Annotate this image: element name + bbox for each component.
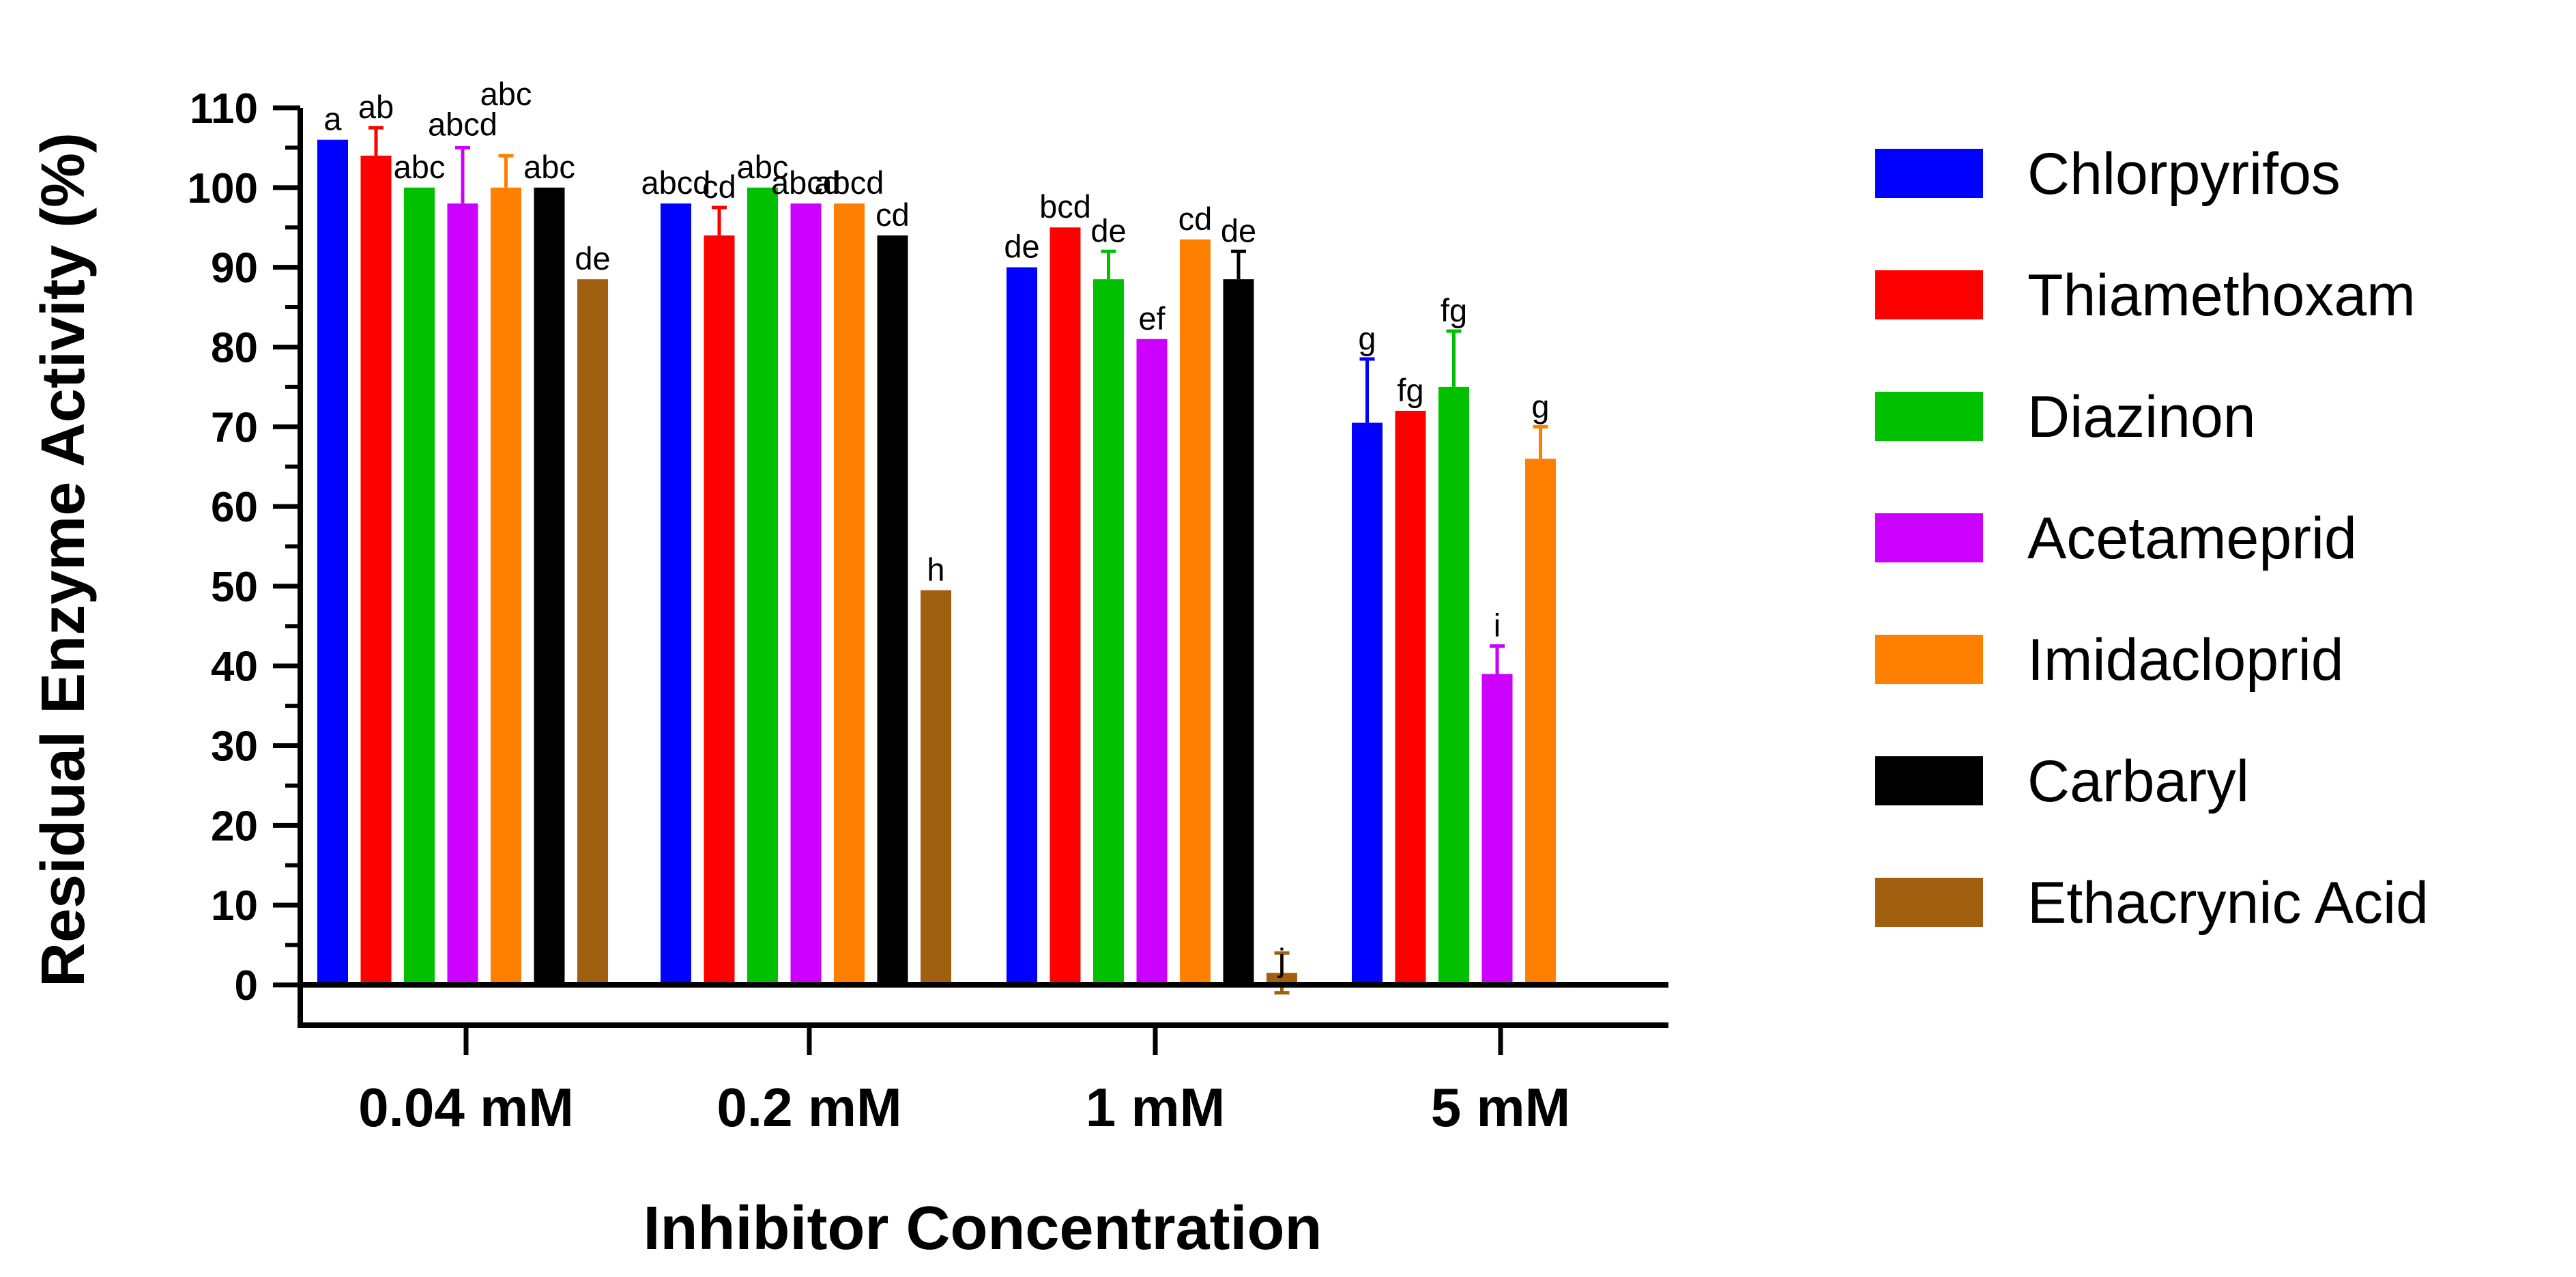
data-label-3-2: ef [1138,300,1166,336]
legend-swatch-6 [1875,878,1983,927]
legend-label-2: Diazinon [2027,384,2256,450]
bar-carbaryl-1 [877,235,908,986]
data-label-0-3: g [1358,320,1376,356]
bar-ethacrynic-acid-0 [577,279,608,986]
legend-swatch-1 [1875,270,1983,319]
legend-label-0: Chlorpyrifos [2027,141,2341,207]
legend-label-5: Carbaryl [2027,749,2249,814]
bar-thiamethoxam-3 [1395,410,1426,985]
bar-chlorpyrifos-0 [317,139,348,985]
data-label-3-0: abcd [428,106,497,142]
legend: Chlorpyrifos Thiamethoxam Diazinon Acetamep… [1875,141,2429,936]
bar-thiamethoxam-0 [360,156,392,985]
y-tick-label-8: 80 [211,324,258,371]
data-label-4-0: abc [480,76,532,112]
bar-acetameprid-2 [1136,339,1168,986]
bar-ethacrynic-acid-2 [1267,973,1297,985]
data-label-2-2: de [1090,212,1126,248]
bar-thiamethoxam-1 [704,235,735,986]
legend-swatch-2 [1875,392,1983,441]
bar-acetameprid-0 [447,203,478,985]
bar-diazinon-2 [1093,279,1124,986]
x-ticks-layer: 0.04 mM 0.2 mM 1 mM 5 mM [358,1025,1570,1138]
bar-chlorpyrifos-1 [661,203,691,985]
legend-swatch-0 [1875,149,1983,198]
data-label-1-0: ab [358,89,394,125]
y-tick-label-6: 60 [211,484,258,531]
y-ticks-layer: 0 10 20 30 40 50 60 70 80 90 100 110 [188,85,300,1009]
axes-layer [298,108,1668,1028]
data-label-6-0: de [575,240,610,276]
data-label-4-3: g [1531,388,1549,424]
data-label-1-3: fg [1397,372,1423,408]
x-tick-label-3: 5 mM [1431,1077,1571,1138]
bars-layer [317,139,1556,986]
legend-label-1: Thiamethoxam [2027,263,2416,328]
data-label-4-1: abcd [815,164,884,201]
legend-swatch-4 [1875,635,1983,684]
data-label-1-1: cd [702,169,736,205]
bar-thiamethoxam-2 [1050,227,1081,985]
data-label-5-2: de [1221,212,1256,248]
bar-acetameprid-1 [790,203,822,985]
data-label-4-2: cd [1178,201,1213,237]
bar-diazinon-3 [1438,386,1469,985]
bar-diazinon-1 [747,187,778,986]
data-label-0-1: abcd [641,164,711,201]
bar-chlorpyrifos-3 [1352,422,1383,985]
bar-imidacloprid-1 [834,203,865,985]
y-tick-label-5: 50 [211,564,258,611]
data-label-2-0: abc [394,149,446,185]
y-tick-label-7: 70 [211,404,258,451]
legend-label-4: Imidacloprid [2027,627,2344,693]
data-label-0-0: a [323,101,342,137]
y-tick-label-10: 100 [188,165,258,212]
data-label-3-1: abcd [771,164,841,201]
bar-carbaryl-2 [1223,279,1254,986]
data-label-2-3: fg [1441,292,1467,328]
bar-chlorpyrifos-2 [1007,267,1037,985]
legend-label-3: Acetameprid [2027,506,2357,571]
data-label-3-3: i [1494,607,1501,644]
y-tick-label-0: 0 [235,962,258,1009]
data-label-2-1: abc [737,149,789,185]
bar-imidacloprid-0 [491,187,521,986]
bar-imidacloprid-2 [1180,239,1211,985]
legend-swatch-5 [1875,756,1983,805]
data-label-5-1: cd [875,197,910,233]
x-tick-label-0: 0.04 mM [358,1077,574,1138]
data-label-0-2: de [1004,229,1039,265]
y-tick-label-2: 20 [211,803,258,850]
y-tick-label-4: 40 [211,644,258,691]
x-axis-title: Inhibitor Concentration [643,1194,1322,1263]
y-axis-title: Residual Enzyme Activity (%) [29,132,98,987]
bar-ethacrynic-acid-1 [921,590,951,985]
x-tick-label-1: 0.2 mM [717,1077,901,1138]
bar-imidacloprid-3 [1525,459,1556,985]
data-label-1-2: bcd [1039,188,1091,225]
legend-label-6: Ethacrynic Acid [2027,870,2429,936]
bar-acetameprid-3 [1481,674,1513,985]
data-label-6-2: j [1277,942,1285,978]
legend-swatch-3 [1875,513,1983,562]
bar-carbaryl-0 [534,187,565,986]
error-bars-layer [368,126,1548,995]
x-tick-label-2: 1 mM [1086,1077,1226,1138]
data-label-6-1: h [927,551,944,588]
y-tick-label-1: 10 [211,883,258,930]
y-tick-label-9: 90 [211,245,258,292]
y-tick-label-11: 110 [190,85,258,132]
y-tick-label-3: 30 [211,723,258,771]
data-label-5-0: abc [523,149,575,185]
bar-diazinon-0 [404,187,435,986]
